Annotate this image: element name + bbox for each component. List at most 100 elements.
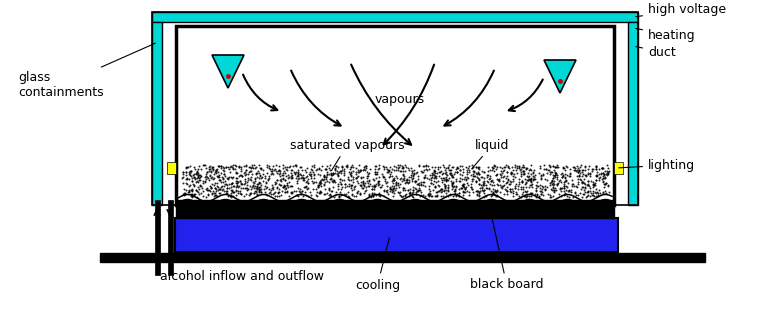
- Point: [300, 193, 312, 197]
- Point: [318, 176, 331, 181]
- Bar: [152, 12, 638, 205]
- Point: [446, 174, 458, 179]
- Point: [418, 175, 430, 180]
- Point: [464, 185, 477, 190]
- Point: [312, 183, 324, 188]
- Point: [440, 179, 453, 184]
- Point: [180, 188, 192, 193]
- Point: [516, 179, 528, 184]
- Point: [296, 189, 309, 194]
- Point: [274, 178, 286, 183]
- Point: [589, 182, 601, 187]
- Point: [226, 189, 239, 194]
- Point: [340, 183, 352, 188]
- Point: [442, 193, 454, 198]
- Point: [571, 173, 584, 178]
- Point: [445, 168, 457, 173]
- Point: [350, 175, 363, 180]
- Point: [446, 181, 458, 186]
- Point: [447, 184, 460, 188]
- Point: [267, 171, 279, 176]
- Point: [548, 173, 561, 178]
- Point: [424, 176, 436, 181]
- Point: [406, 168, 419, 173]
- Point: [279, 165, 292, 170]
- Point: [232, 191, 244, 196]
- Point: [179, 191, 191, 196]
- Point: [370, 163, 382, 168]
- Point: [478, 188, 490, 193]
- Point: [315, 168, 328, 173]
- Point: [398, 181, 411, 186]
- Point: [245, 184, 258, 189]
- Point: [233, 164, 245, 169]
- Point: [387, 177, 400, 182]
- Point: [185, 179, 198, 184]
- Point: [563, 170, 576, 175]
- Point: [444, 192, 457, 197]
- Point: [261, 192, 274, 197]
- Point: [247, 181, 260, 186]
- Point: [326, 172, 338, 177]
- Point: [476, 188, 489, 193]
- Point: [254, 188, 266, 193]
- Point: [601, 163, 614, 168]
- Point: [556, 172, 569, 177]
- Point: [417, 180, 429, 185]
- Point: [587, 190, 599, 195]
- Point: [194, 174, 207, 179]
- Point: [270, 168, 282, 173]
- Point: [581, 181, 594, 186]
- Point: [451, 170, 464, 175]
- Point: [199, 163, 212, 168]
- Point: [558, 193, 570, 198]
- Point: [593, 177, 605, 182]
- Point: [206, 175, 219, 180]
- Point: [566, 181, 579, 186]
- Point: [578, 168, 591, 173]
- Point: [544, 194, 556, 199]
- Point: [249, 165, 261, 170]
- Point: [590, 193, 602, 198]
- Point: [437, 175, 450, 180]
- Point: [207, 165, 219, 170]
- Point: [485, 177, 498, 182]
- Point: [524, 178, 536, 183]
- Point: [599, 168, 612, 173]
- Point: [349, 165, 362, 170]
- Point: [265, 167, 278, 172]
- Point: [356, 186, 369, 191]
- Point: [453, 187, 465, 192]
- Point: [253, 188, 265, 193]
- Point: [247, 180, 259, 185]
- Point: [240, 182, 253, 187]
- Point: [596, 166, 608, 171]
- Point: [536, 183, 548, 188]
- Point: [275, 176, 287, 181]
- Point: [527, 170, 539, 175]
- Point: [546, 164, 559, 169]
- Point: [544, 171, 556, 176]
- Point: [601, 171, 613, 176]
- Point: [233, 173, 246, 178]
- Point: [335, 171, 348, 176]
- Point: [548, 188, 560, 193]
- Point: [597, 171, 609, 176]
- Point: [177, 169, 190, 174]
- Point: [345, 187, 358, 192]
- Point: [482, 179, 494, 184]
- Point: [461, 169, 473, 174]
- Point: [258, 176, 271, 181]
- Point: [400, 180, 412, 185]
- Point: [377, 174, 389, 179]
- Bar: [167, 162, 176, 174]
- Point: [205, 182, 218, 187]
- Point: [335, 178, 348, 183]
- Point: [254, 176, 266, 181]
- Text: heating: heating: [636, 29, 696, 42]
- Point: [248, 163, 261, 168]
- Point: [287, 189, 300, 194]
- Point: [345, 165, 357, 170]
- Bar: [176, 26, 614, 205]
- Point: [520, 165, 532, 170]
